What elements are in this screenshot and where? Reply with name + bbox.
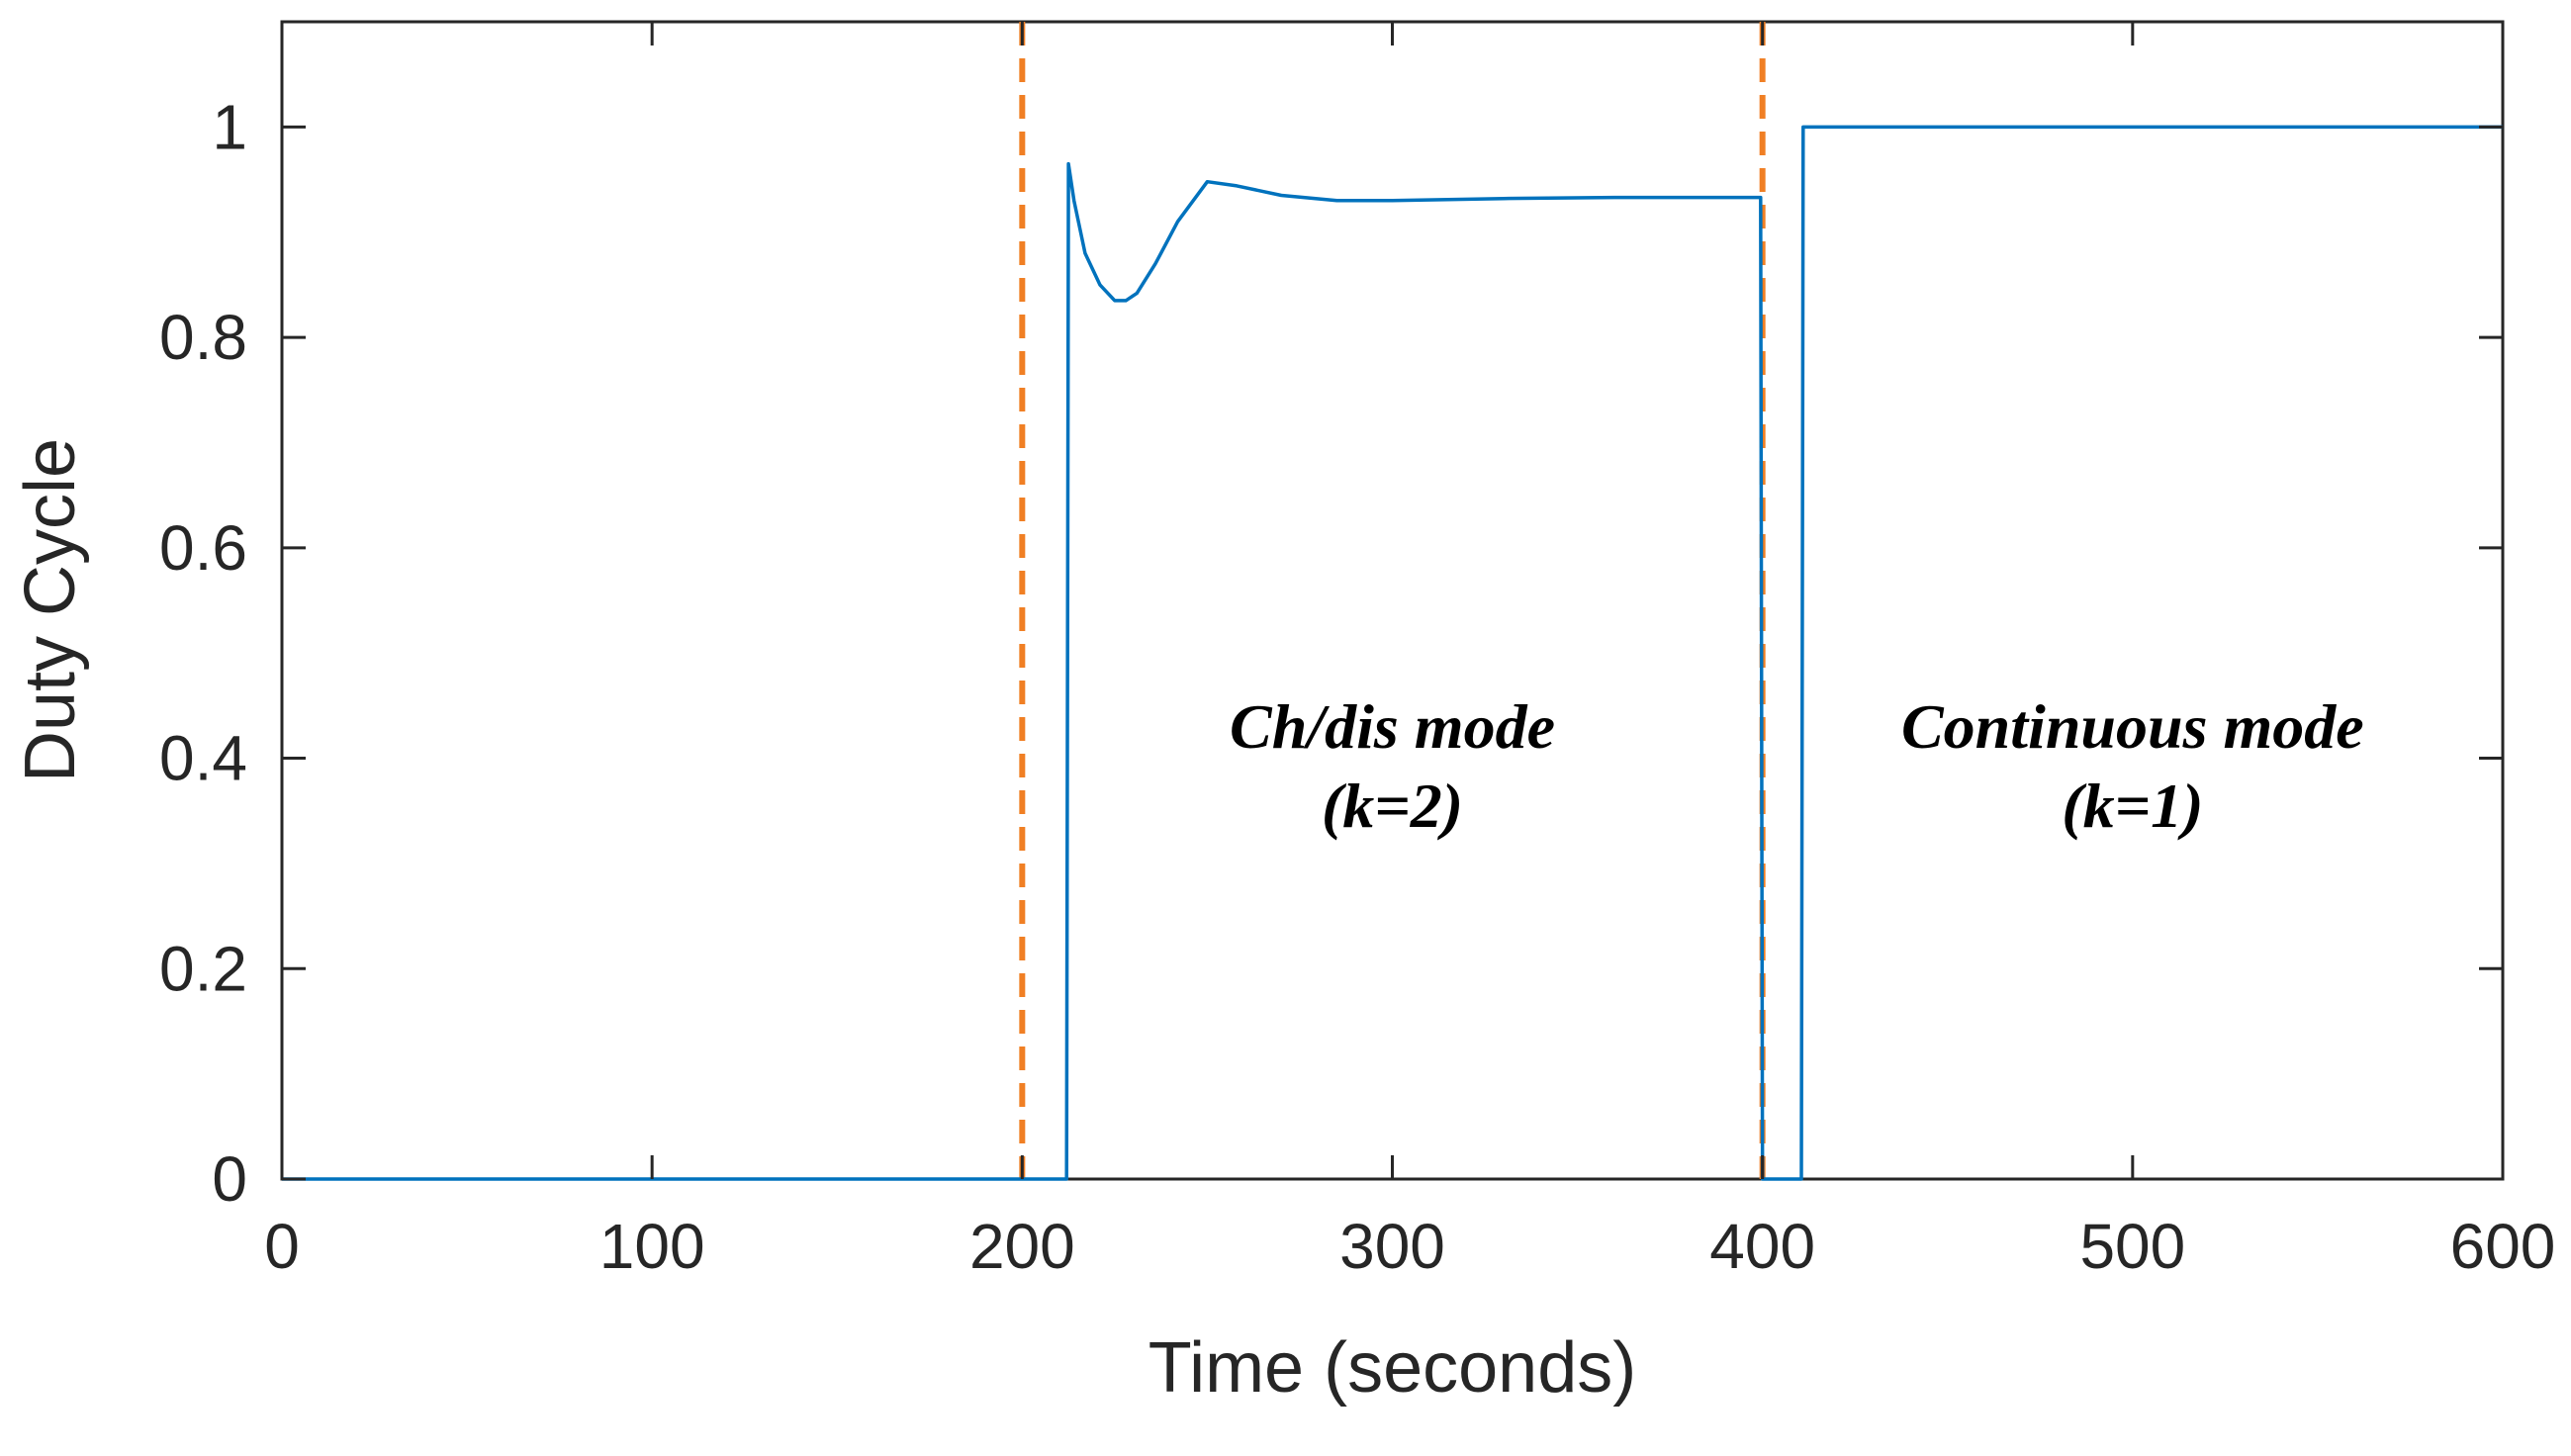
x-tick-label-0: 0 xyxy=(264,1211,300,1282)
y-tick-label-0.6: 0.6 xyxy=(159,512,247,584)
y-tick-label-0: 0 xyxy=(212,1143,247,1215)
x-tick-label-300: 300 xyxy=(1339,1211,1445,1282)
mode-annotations: Ch/dis mode (k=2) Continuous mode (k=1) xyxy=(1230,691,2364,841)
x-tick-label-100: 100 xyxy=(599,1211,705,1282)
y-tick-label-0.2: 0.2 xyxy=(159,933,247,1004)
axis-ticks: 0 100 200 300 400 500 600 0 0.2 0.4 0.6 0.8 1 xyxy=(159,22,2555,1282)
x-tick-label-500: 500 xyxy=(2079,1211,2185,1282)
series-line-duty-cycle xyxy=(282,125,2503,1181)
x-axis-label: Time (seconds) xyxy=(1148,1328,1636,1408)
y-axis-label: Duty Cycle xyxy=(11,438,90,782)
y-tick-label-0.4: 0.4 xyxy=(159,723,247,794)
y-tick-label-0.8: 0.8 xyxy=(159,302,247,373)
x-tick-label-200: 200 xyxy=(969,1211,1075,1282)
annotation-chdis-k: (k=2) xyxy=(1322,771,1463,841)
x-tick-label-400: 400 xyxy=(1709,1211,1815,1282)
y-tick-label-1: 1 xyxy=(212,91,247,162)
annotation-continuous-mode: Continuous mode xyxy=(1901,691,2364,762)
axes-box xyxy=(280,20,2505,1181)
plot-area xyxy=(280,20,2505,1181)
x-tick-label-600: 600 xyxy=(2450,1211,2556,1282)
annotation-chdis-mode: Ch/dis mode xyxy=(1230,691,1555,762)
axis-labels: Time (seconds) Duty Cycle xyxy=(11,438,1636,1408)
annotation-continuous-k: (k=1) xyxy=(2062,771,2203,841)
